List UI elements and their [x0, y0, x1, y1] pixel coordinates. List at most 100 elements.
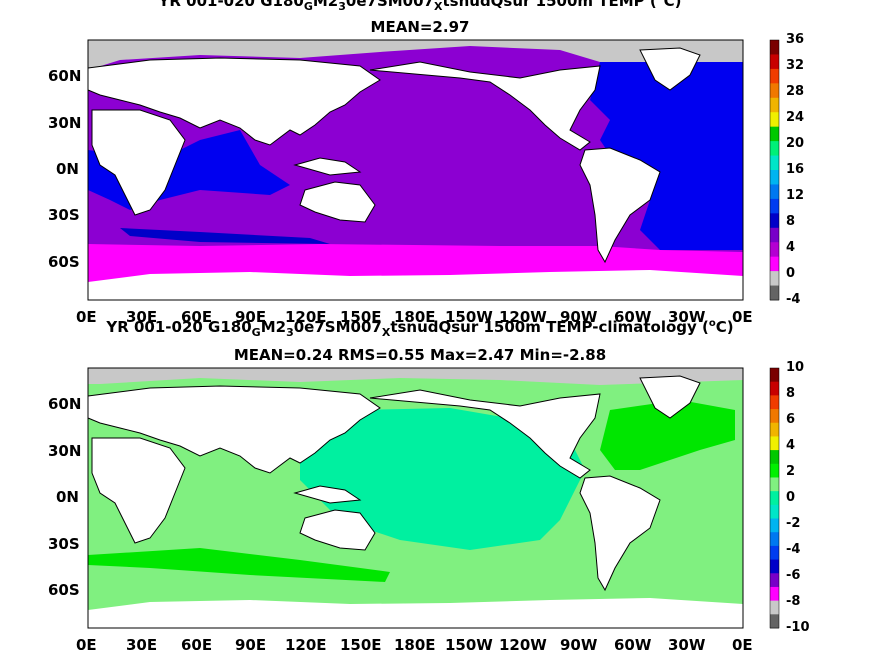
map1-eurasia [87, 57, 381, 146]
map2-colorbar-swatch [770, 491, 779, 506]
map2-colorbar-swatch [770, 586, 779, 602]
map1-colorbar-label: 4 [786, 240, 796, 255]
map2-lon-8: 120W [499, 636, 547, 654]
map2-antarctica [88, 598, 743, 628]
map1-australia [299, 181, 376, 223]
map1-colorbar-label: -4 [786, 292, 801, 307]
map1-colorbar-label: 28 [786, 84, 805, 99]
map1-lat-30s: 30S [48, 206, 80, 224]
map2-indonesia [293, 485, 362, 504]
map2-eurasia [87, 385, 381, 474]
map2-colorbar-label: -2 [786, 516, 801, 531]
map2-lon-6: 180E [394, 636, 436, 654]
map2-colorbar-label: -6 [786, 568, 801, 583]
map1-colorbar-swatch [770, 54, 779, 70]
map1-colorbar-swatch [770, 112, 779, 128]
map1-south-america [579, 147, 661, 264]
map2-greenland [639, 375, 701, 419]
map2-lon-12: 0E [732, 636, 753, 654]
map2-lon-5: 150E [340, 636, 382, 654]
map2-lon-9: 90W [560, 636, 598, 654]
map1-colorbar-swatch [770, 271, 779, 287]
map2-colorbar-label: 4 [786, 438, 796, 453]
map2-lon-10: 60W [614, 636, 652, 654]
map2-colorbar-swatch [770, 518, 779, 533]
map2-south-band [88, 548, 390, 582]
map1-greenland [639, 47, 701, 91]
map1-lat-30n: 30N [48, 114, 82, 132]
map2-colorbar-swatch [770, 573, 779, 588]
map1-colorbar-label: 8 [786, 214, 796, 229]
map2-pacific-eq [300, 408, 585, 550]
map2-colorbar-label: 6 [786, 412, 796, 427]
map2-colorbar-swatch [770, 614, 779, 629]
map2-lat-60s: 60S [48, 581, 80, 599]
map2-lon-1: 30E [126, 636, 158, 654]
map2-colorbar-label: 10 [786, 360, 805, 375]
map1-colorbar-swatch [770, 184, 779, 200]
map2-colorbar-label: 2 [786, 464, 796, 479]
map1-lon-2: 60E [181, 308, 213, 326]
map1-colorbar-label: 24 [786, 110, 805, 125]
map1-lon-4: 120E [285, 308, 327, 326]
map2-lon-2: 60E [181, 636, 213, 654]
map1-title: YR 001-020 G180GM230e7SM007XtsnudQsur 15… [158, 0, 682, 13]
map1-colorbar-swatch [770, 213, 779, 229]
map1-colorbar-swatch [770, 68, 779, 84]
map2-colorbar-swatch [770, 450, 779, 465]
map2-colorbar-swatch [770, 532, 779, 547]
map1-lon-8: 120W [499, 308, 547, 326]
map1-lon-3: 90E [235, 308, 267, 326]
map1-lat-0n: 0N [56, 160, 79, 178]
map1-subtitle: MEAN=2.97 [370, 18, 470, 36]
map2-lon-11: 30W [668, 636, 706, 654]
map2 [87, 367, 744, 629]
map1-colorbar-swatch [770, 40, 779, 55]
map2-colorbar-swatch [770, 463, 779, 478]
map2-lat-0n: 0N [56, 488, 79, 506]
map1-lon-12: 0E [732, 308, 753, 326]
map2-colorbar-swatch [770, 381, 779, 396]
map2-colorbar-swatch [770, 436, 779, 451]
map2-colorbar-label: -4 [786, 542, 801, 557]
map2-lon-0: 0E [76, 636, 97, 654]
map1-lon-11: 30W [668, 308, 706, 326]
map1-lon-6: 180E [394, 308, 436, 326]
map1-africa [91, 109, 186, 216]
map1-atlantic-band [590, 62, 743, 250]
map1-lon-7: 150W [445, 308, 493, 326]
map2-lat-30n: 30N [48, 442, 82, 460]
map1-colorbar-label: 36 [786, 32, 805, 47]
map2-colorbar-swatch [770, 368, 779, 383]
map1-colorbar-swatch [770, 242, 779, 258]
map2-colorbar-swatch [770, 422, 779, 437]
map2-colorbar-label: -10 [786, 620, 810, 635]
map1-colorbar-swatch [770, 285, 779, 301]
map2-colorbar [769, 367, 780, 629]
map1-north-america [369, 61, 601, 151]
map2-south-america [579, 475, 661, 592]
map1-south-blue [120, 228, 330, 244]
map1-colorbar-label: 12 [786, 188, 805, 203]
map2-colorbar-label: 0 [786, 490, 796, 505]
map1-colorbar-swatch [770, 97, 779, 113]
map1-colorbar-swatch [770, 256, 779, 272]
map2-colorbar-swatch [770, 545, 779, 561]
map1-lon-1: 30E [126, 308, 158, 326]
map2-colorbar-swatch [770, 600, 779, 615]
map1-colorbar-label: 32 [786, 58, 805, 73]
map1-lat-60n: 60N [48, 67, 82, 85]
map1-arctic-ice [88, 40, 743, 70]
map1-colorbar [769, 39, 780, 301]
map1-colorbar-label: 0 [786, 266, 796, 281]
map1-colorbar-swatch [770, 155, 779, 171]
map2-australia [299, 509, 376, 551]
map1-colorbar-swatch [770, 83, 779, 99]
map2-north-america [369, 389, 601, 479]
map1-colorbar-swatch [770, 141, 779, 157]
map1-colorbar-swatch [770, 227, 779, 243]
map1-lat-60s: 60S [48, 253, 80, 271]
map2-lon-4: 120E [285, 636, 327, 654]
map1-lon-10: 60W [614, 308, 652, 326]
